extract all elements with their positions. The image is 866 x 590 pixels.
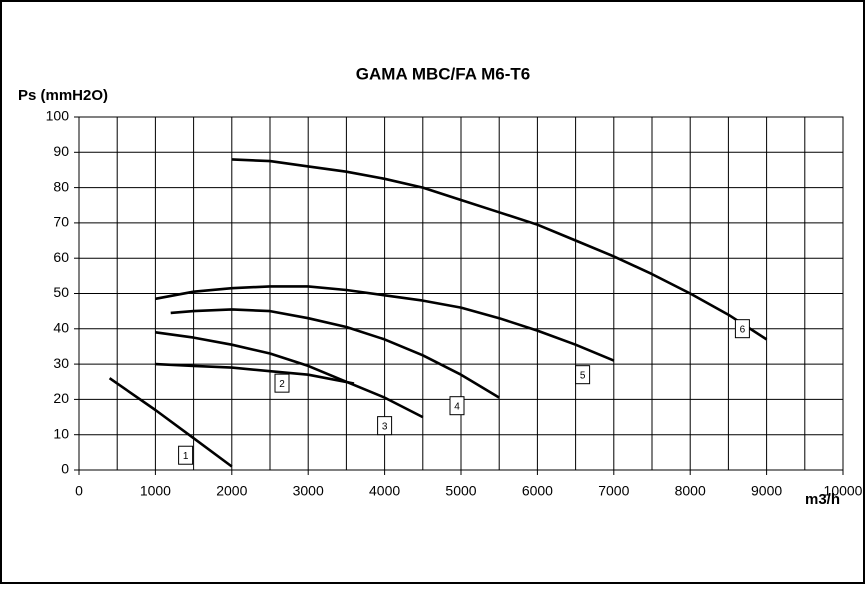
y-tick-label: 30 <box>53 355 69 371</box>
curve <box>108 377 233 468</box>
curve <box>231 158 768 341</box>
x-tick-label: 8000 <box>675 483 706 499</box>
y-tick-label: 80 <box>53 178 69 194</box>
curve-label-box <box>274 373 290 393</box>
curve-label: 1 <box>183 451 189 462</box>
curve-label: 2 <box>279 379 285 390</box>
curve-label: 5 <box>580 370 586 381</box>
x-tick-label: 5000 <box>445 483 476 499</box>
y-tick-label: 90 <box>53 143 69 159</box>
curve <box>155 331 424 419</box>
curve <box>170 308 500 399</box>
y-tick-label: 20 <box>53 390 69 406</box>
y-tick-label: 60 <box>53 249 69 265</box>
curve-label: 3 <box>382 421 388 432</box>
curve-label-box <box>178 445 194 465</box>
curve-label-box <box>575 365 591 385</box>
y-tick-label: 10 <box>53 425 69 441</box>
curve-label-box <box>449 396 465 416</box>
y-tick-label: 50 <box>53 284 69 300</box>
y-axis-label: Ps (mmH2O) <box>18 87 108 104</box>
x-tick-label: 6000 <box>522 483 553 499</box>
x-tick-label: 10000 <box>824 483 863 499</box>
x-tick-label: 3000 <box>293 483 324 499</box>
x-axis-label: m3/h <box>805 491 840 508</box>
curve <box>155 362 355 385</box>
x-tick-label: 0 <box>75 483 83 499</box>
curve-label-box <box>734 319 750 339</box>
x-tick-label: 7000 <box>598 483 629 499</box>
x-tick-label: 2000 <box>216 483 247 499</box>
y-tick-label: 70 <box>53 214 69 230</box>
chart-title: GAMA MBC/FA M6-T6 <box>356 64 530 83</box>
x-tick-label: 1000 <box>140 483 171 499</box>
curve-label: 6 <box>740 324 746 335</box>
y-tick-label: 40 <box>53 320 69 336</box>
curve <box>155 285 615 362</box>
y-tick-label: 0 <box>61 461 69 477</box>
y-tick-label: 100 <box>46 108 70 124</box>
curve-label-box <box>377 416 393 436</box>
x-tick-label: 4000 <box>369 483 400 499</box>
x-tick-label: 9000 <box>751 483 782 499</box>
curve-label: 4 <box>454 401 460 412</box>
